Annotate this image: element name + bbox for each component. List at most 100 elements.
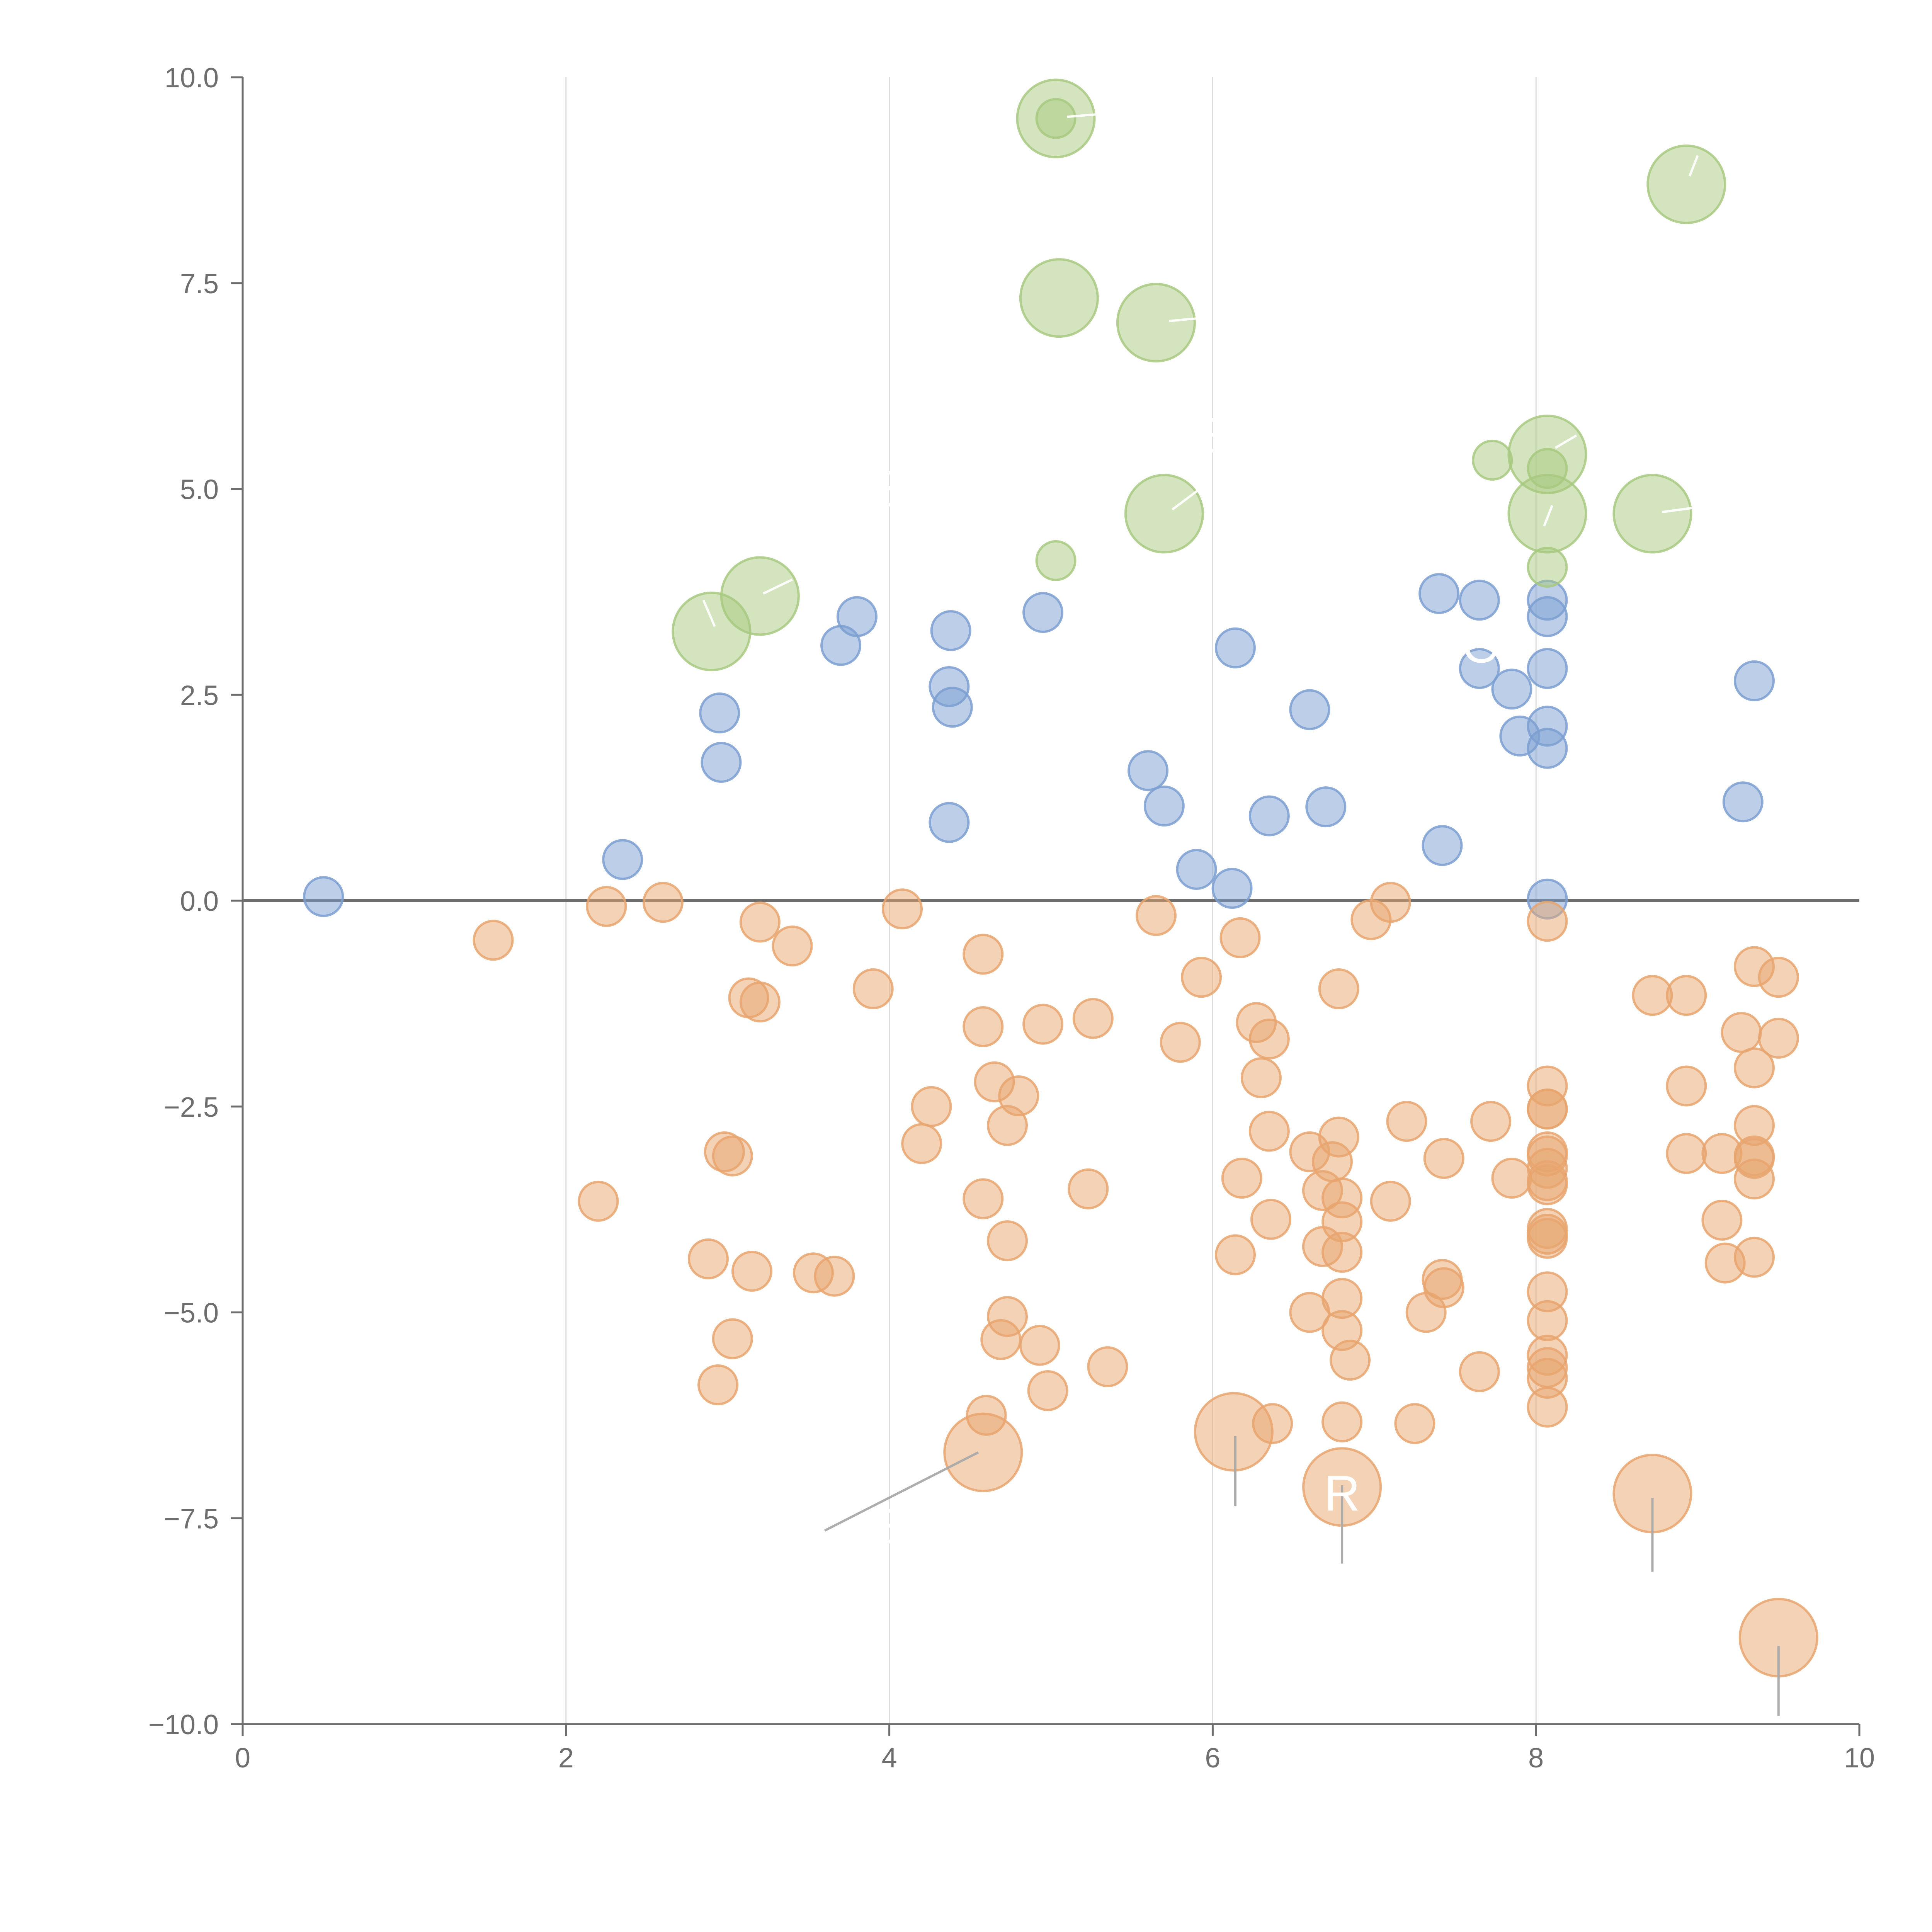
bubble-negative [1321, 1401, 1363, 1442]
bubble-negative [1321, 1231, 1363, 1273]
bubble-labels: S E RO R E [872, 407, 1501, 1554]
x-tick-label: 0 [235, 1743, 250, 1774]
y-tick-label: 10.0 [165, 63, 219, 94]
x-tick-label: 6 [1205, 1743, 1220, 1774]
bubble-text-label: E [1196, 407, 1230, 463]
bubble-negative [1330, 1340, 1371, 1381]
bubble-negative [1527, 1300, 1568, 1341]
bubble-negative [1491, 1158, 1532, 1199]
bubble-negative [578, 1180, 619, 1222]
bubble-positive [1143, 785, 1185, 827]
bubble-negative [1734, 1047, 1775, 1088]
annotation-line [824, 1451, 979, 1532]
bubble-negative [1527, 1088, 1568, 1130]
x-tick-label: 2 [558, 1743, 574, 1774]
bubble-positive [930, 610, 971, 651]
bubble-positive [1022, 592, 1064, 633]
y-tick-label: −10.0 [148, 1709, 219, 1740]
bubble-positive [932, 687, 973, 728]
bubble-positive [1459, 580, 1500, 621]
bubble-negative [1318, 1116, 1359, 1158]
bubble-negative [1470, 1101, 1512, 1142]
bubble-negative [1758, 957, 1799, 998]
large-bubble [1612, 474, 1692, 554]
bubble-positive [303, 876, 344, 917]
bubble-positive [1176, 849, 1217, 890]
bubble-negative [882, 888, 923, 930]
bubble-negative [712, 1318, 753, 1359]
bubble-text-label: E [872, 1498, 906, 1554]
bubble-negative [1721, 1012, 1762, 1053]
bubble-negative [852, 968, 894, 1010]
large-bubble [1194, 1392, 1274, 1472]
bubble-positive [1422, 825, 1463, 866]
bubble-negative [1022, 1003, 1064, 1045]
annotation-line [1688, 155, 1699, 177]
bubble-highlight [1472, 439, 1513, 481]
annotation-lines [702, 112, 1780, 1716]
bubble-negative [1068, 1168, 1109, 1209]
bubble-negative [1250, 1199, 1292, 1240]
x-tick-label: 8 [1528, 1743, 1544, 1774]
annotation-line [1554, 434, 1577, 449]
bubble-negative [987, 1296, 1028, 1337]
annotation-line [1662, 507, 1693, 514]
bubble-negative [1459, 1351, 1500, 1392]
bubble-negative [731, 1250, 772, 1292]
bubble-negative [1219, 917, 1261, 958]
tick-labels: 0 2 4 6 8 10 10.0 7.5 5.0 2.5 0.0 −2.5 −5.0 −7.5 −10.0 [148, 63, 1875, 1774]
bubble-positive [1527, 728, 1568, 769]
bubble-negative [901, 1123, 942, 1164]
bubble-positive [1459, 648, 1500, 689]
bubble-negative [1666, 975, 1707, 1016]
large-bubble [672, 592, 752, 672]
annotation-line [1172, 488, 1201, 511]
bubble-negative [1087, 1346, 1128, 1388]
bubble-negative [1214, 1234, 1256, 1276]
bubble-negative [1734, 1236, 1775, 1278]
bubble-negative [1527, 1218, 1568, 1259]
bubble-negative [1370, 1180, 1411, 1222]
bubble-positive [602, 839, 643, 880]
bubble-negative [772, 925, 813, 967]
bubble-negative [1527, 901, 1568, 942]
bubble-negative [1181, 957, 1222, 998]
bubble-positive [1214, 627, 1256, 668]
bubble-negative [687, 1238, 729, 1279]
bubble-negative [1701, 1199, 1743, 1241]
y-tick-label: 0.0 [180, 886, 219, 917]
y-tick-label: −7.5 [164, 1503, 219, 1534]
bubble-negative [1386, 1101, 1427, 1142]
bubble-negative [1135, 895, 1177, 936]
bubble-negative [1318, 968, 1359, 1010]
bubble-negative [1027, 1370, 1068, 1411]
large-bubble [943, 1412, 1023, 1492]
bubble-positive [1128, 750, 1169, 791]
large-bubble [1019, 258, 1099, 338]
bubble-negative [1221, 1158, 1262, 1199]
bubble-negative [1666, 1133, 1707, 1174]
annotation-line [1067, 112, 1108, 118]
bubble-negative [998, 1075, 1039, 1117]
axes [231, 76, 1861, 1736]
bubble-negative [1423, 1138, 1464, 1179]
bubble-positive [701, 742, 742, 783]
bubble-highlight [1035, 540, 1077, 581]
bubble-positive [1289, 689, 1330, 730]
large-bubble [1507, 474, 1587, 554]
bubble-negative [586, 886, 627, 927]
bubble-negative [712, 1135, 753, 1177]
bubble-text-label: RO [1425, 617, 1501, 673]
bubble-negative [1248, 1111, 1290, 1152]
large-bubble [1646, 145, 1726, 224]
bubble-negative [963, 1006, 1004, 1048]
bubble-negative [1527, 1164, 1568, 1206]
bubble-negative [1370, 882, 1411, 923]
bubble-negative [1423, 1267, 1464, 1308]
annotation-line [702, 600, 716, 627]
annotation-line [1543, 505, 1553, 527]
bubble-negative [1527, 1386, 1568, 1428]
bubble-negative [1019, 1325, 1060, 1366]
bubble-positive [1418, 573, 1460, 614]
